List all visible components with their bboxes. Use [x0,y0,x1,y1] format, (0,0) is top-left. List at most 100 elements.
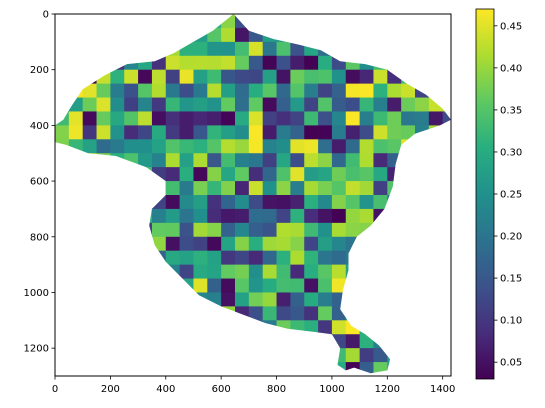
heatmap-cell [373,195,388,210]
heatmap-cell [359,41,374,57]
heatmap-cell [290,195,305,210]
heatmap-cell [276,83,291,98]
heatmap-cell [318,69,333,85]
heatmap-cell [442,334,451,349]
heatmap-cell [221,236,236,252]
heatmap-cell [138,27,153,43]
heatmap-cell [345,111,361,126]
heatmap-cell [165,97,181,112]
heatmap-cell [55,55,70,71]
heatmap-cell [235,14,250,29]
heatmap-cell [276,306,291,321]
heatmap-cell [401,362,416,374]
heatmap-cell [304,292,319,307]
heatmap-cell [331,97,347,112]
heatmap-cell [415,208,430,224]
heatmap-cell [318,111,333,126]
heatmap-cell [428,55,444,71]
heatmap-cell [82,139,97,154]
heatmap-cell [124,320,139,335]
heatmap-cell [345,181,361,196]
heatmap-cell [262,236,277,252]
heatmap-cell [82,14,97,29]
heatmap-cell [373,292,388,307]
heatmap-cell [359,292,374,307]
heatmap-cell [304,111,319,126]
heatmap-cell [82,362,97,374]
heatmap-cell [442,139,451,154]
heatmap-cell [248,195,264,210]
heatmap-cell [373,236,388,252]
heatmap-cell [151,222,167,238]
heatmap-cell [262,167,277,182]
heatmap-cell [373,362,388,374]
heatmap-cell [428,264,444,279]
heatmap-cell [82,250,97,266]
heatmap-cell [235,27,250,43]
heatmap-cell [345,83,361,98]
heatmap-cell [359,55,374,71]
heatmap-cell [55,111,70,126]
heatmap-cell [248,320,264,335]
heatmap-cell [304,208,319,224]
heatmap-cell [235,167,250,182]
heatmap-cell [179,264,194,279]
heatmap-cell [193,334,208,349]
heatmap-cell [276,41,291,57]
heatmap-cell [207,292,222,307]
heatmap-cell [138,41,153,57]
heatmap-cell [262,264,277,279]
heatmap-cell [124,195,139,210]
heatmap-cell [221,306,236,321]
heatmap-cell [110,97,125,112]
heatmap-cell [96,139,111,154]
heatmap-cell [262,27,277,43]
heatmap-cell [68,236,84,252]
heatmap-cell [138,362,153,374]
heatmap-cell [124,348,139,363]
heatmap-cell [68,139,84,154]
heatmap-cell [262,334,277,349]
heatmap-cell [276,348,291,363]
heatmap-cell [290,278,305,293]
heatmap-cell [290,139,305,154]
heatmap-cell [82,83,97,98]
heatmap-cell [318,362,333,374]
heatmap-cell [165,208,181,224]
y-tick-label: 1000 [24,288,49,299]
heatmap-cell [138,320,153,335]
heatmap-cell [124,139,139,154]
heatmap-cell [428,236,444,252]
heatmap-cell [193,278,208,293]
heatmap-cell [318,195,333,210]
heatmap-cell [248,27,264,43]
heatmap-cell [110,362,125,374]
heatmap-cell [235,97,250,112]
heatmap-cell [290,236,305,252]
heatmap-cell [151,167,167,182]
heatmap-cell [82,27,97,43]
heatmap-cell [248,236,264,252]
heatmap-cell [276,292,291,307]
x-tick-label: 1400 [430,384,455,395]
heatmap-cell [290,362,305,374]
heatmap-cell [262,139,277,154]
heatmap-cell [55,264,70,279]
heatmap-cell [373,348,388,363]
heatmap-cell [373,41,388,57]
heatmap-cell [124,153,139,168]
heatmap-cell [179,320,194,335]
heatmap-cell [151,139,167,154]
heatmap-cell [165,334,181,349]
heatmap-cell [387,125,402,140]
heatmap-cell [235,181,250,196]
heatmap-cell [235,362,250,374]
heatmap-cell [331,292,347,307]
heatmap-cell [235,334,250,349]
heatmap-cell [262,306,277,321]
heatmap-cell [179,69,194,85]
heatmap-cell [387,278,402,293]
heatmap-cell [262,55,277,71]
heatmap-cell [387,83,402,98]
heatmap-cell [359,195,374,210]
